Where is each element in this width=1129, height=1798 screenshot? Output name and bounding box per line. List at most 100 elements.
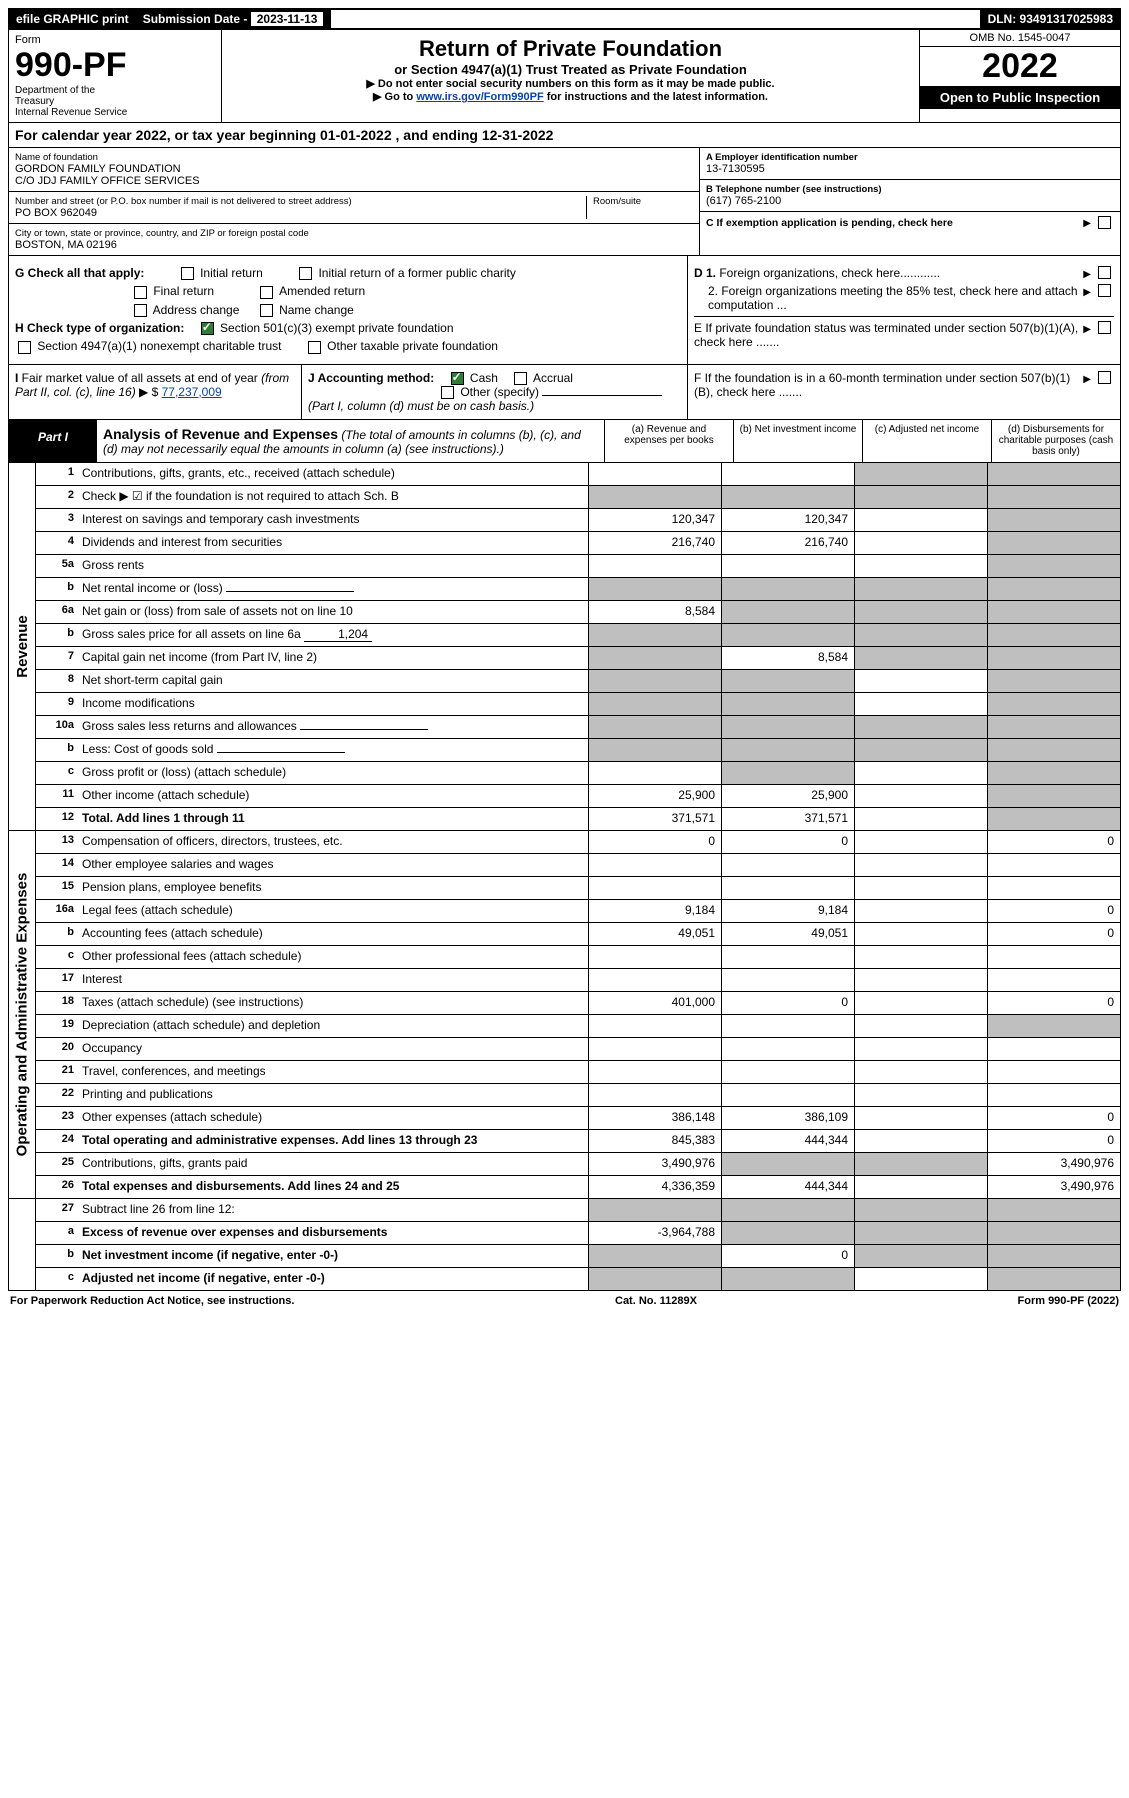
line-description: Adjusted net income (if negative, enter … <box>78 1268 588 1290</box>
line-col-d: 0 <box>987 992 1120 1014</box>
line-col-b: 216,740 <box>721 532 854 554</box>
line-description: Net gain or (loss) from sale of assets n… <box>78 601 588 623</box>
line-col-a <box>588 739 721 761</box>
col-c-header: (c) Adjusted net income <box>862 420 991 462</box>
foreign-85-checkbox[interactable] <box>1098 284 1111 297</box>
line-number: 17 <box>36 969 78 991</box>
table-row: 3Interest on savings and temporary cash … <box>36 509 1120 532</box>
line-number: b <box>36 739 78 761</box>
line-col-b <box>721 739 854 761</box>
line-col-b <box>721 1222 854 1244</box>
other-method-checkbox[interactable] <box>441 386 454 399</box>
ein-cell: A Employer identification number 13-7130… <box>700 148 1120 180</box>
table-row: 19Depreciation (attach schedule) and dep… <box>36 1015 1120 1038</box>
line-description: Subtract line 26 from line 12: <box>78 1199 588 1221</box>
line-col-d <box>987 854 1120 876</box>
form-header: Form 990-PF Department of theTreasuryInt… <box>8 30 1121 123</box>
line-col-a: 845,383 <box>588 1130 721 1152</box>
fmv-value-link[interactable]: 77,237,009 <box>162 385 222 399</box>
line-col-c <box>854 946 987 968</box>
line-description: Capital gain net income (from Part IV, l… <box>78 647 588 669</box>
line-col-b <box>721 854 854 876</box>
line-number: 4 <box>36 532 78 554</box>
cash-checkbox[interactable] <box>451 372 464 385</box>
line-col-a <box>588 854 721 876</box>
line-number: 27 <box>36 1199 78 1221</box>
4947-checkbox[interactable] <box>18 341 31 354</box>
line-col-b: 0 <box>721 992 854 1014</box>
line-col-b <box>721 463 854 485</box>
501c3-checkbox[interactable] <box>201 322 214 335</box>
line-col-c <box>854 992 987 1014</box>
table-row: 23Other expenses (attach schedule)386,14… <box>36 1107 1120 1130</box>
initial-return-former-checkbox[interactable] <box>299 267 312 280</box>
footer-left: For Paperwork Reduction Act Notice, see … <box>10 1295 294 1307</box>
line-col-a: 8,584 <box>588 601 721 623</box>
table-row: 13Compensation of officers, directors, t… <box>36 831 1120 854</box>
line-col-b: 0 <box>721 831 854 853</box>
line-number: 16a <box>36 900 78 922</box>
line-col-c <box>854 831 987 853</box>
line-number: 8 <box>36 670 78 692</box>
address-change-checkbox[interactable] <box>134 304 147 317</box>
line-number: 21 <box>36 1061 78 1083</box>
line-col-d <box>987 1061 1120 1083</box>
room-suite-label: Room/suite <box>593 196 693 207</box>
line-number: 5a <box>36 555 78 577</box>
g-check-row: G Check all that apply: Initial return I… <box>15 266 681 280</box>
accrual-checkbox[interactable] <box>514 372 527 385</box>
table-row: 10aGross sales less returns and allowanc… <box>36 716 1120 739</box>
table-row: 11Other income (attach schedule)25,90025… <box>36 785 1120 808</box>
line-col-c <box>854 1038 987 1060</box>
table-row: 24Total operating and administrative exp… <box>36 1130 1120 1153</box>
exemption-checkbox[interactable] <box>1098 216 1111 229</box>
line-col-a <box>588 1268 721 1290</box>
line-col-c <box>854 716 987 738</box>
line-number: 13 <box>36 831 78 853</box>
foundation-info-block: Name of foundation GORDON FAMILY FOUNDAT… <box>8 148 1121 256</box>
line-col-b: 0 <box>721 1245 854 1267</box>
address-cell: Number and street (or P.O. box number if… <box>9 192 699 224</box>
60-month-checkbox[interactable] <box>1098 371 1111 384</box>
initial-return-checkbox[interactable] <box>181 267 194 280</box>
submission-date-label: Submission Date - 2023-11-13 <box>137 10 332 28</box>
ijf-section: I Fair market value of all assets at end… <box>8 365 1121 421</box>
line-number: b <box>36 1245 78 1267</box>
line-col-b <box>721 601 854 623</box>
revenue-table: Revenue 1Contributions, gifts, grants, e… <box>8 463 1121 831</box>
line-col-d: 0 <box>987 923 1120 945</box>
form-instructions-link[interactable]: www.irs.gov/Form990PF <box>416 91 543 103</box>
line-col-c <box>854 739 987 761</box>
line-col-b <box>721 1015 854 1037</box>
other-taxable-checkbox[interactable] <box>308 341 321 354</box>
line-col-d <box>987 785 1120 807</box>
final-return-checkbox[interactable] <box>134 286 147 299</box>
part-i-header: Part I Analysis of Revenue and Expenses … <box>8 420 1121 463</box>
line-col-b <box>721 693 854 715</box>
status-terminated-checkbox[interactable] <box>1098 321 1111 334</box>
line-col-d <box>987 716 1120 738</box>
amended-return-checkbox[interactable] <box>260 286 273 299</box>
name-change-checkbox[interactable] <box>260 304 273 317</box>
line-col-a <box>588 1199 721 1221</box>
city-cell: City or town, state or province, country… <box>9 224 699 255</box>
table-row: cOther professional fees (attach schedul… <box>36 946 1120 969</box>
line-description: Dividends and interest from securities <box>78 532 588 554</box>
foreign-org-checkbox[interactable] <box>1098 266 1111 279</box>
line-col-b: 371,571 <box>721 808 854 830</box>
i-fmv-cell: I Fair market value of all assets at end… <box>9 365 302 420</box>
line-col-d: 0 <box>987 831 1120 853</box>
line-description: Other income (attach schedule) <box>78 785 588 807</box>
line-description: Total expenses and disbursements. Add li… <box>78 1176 588 1198</box>
line-description: Gross rents <box>78 555 588 577</box>
line-col-c <box>854 1061 987 1083</box>
line-col-c <box>854 693 987 715</box>
submission-date-value: 2023-11-13 <box>251 12 324 26</box>
arrow-icon <box>1083 321 1095 349</box>
line-col-c <box>854 1153 987 1175</box>
line-col-d <box>987 647 1120 669</box>
line-col-d <box>987 578 1120 600</box>
table-row: 1Contributions, gifts, grants, etc., rec… <box>36 463 1120 486</box>
line-col-b <box>721 1268 854 1290</box>
line-description: Pension plans, employee benefits <box>78 877 588 899</box>
